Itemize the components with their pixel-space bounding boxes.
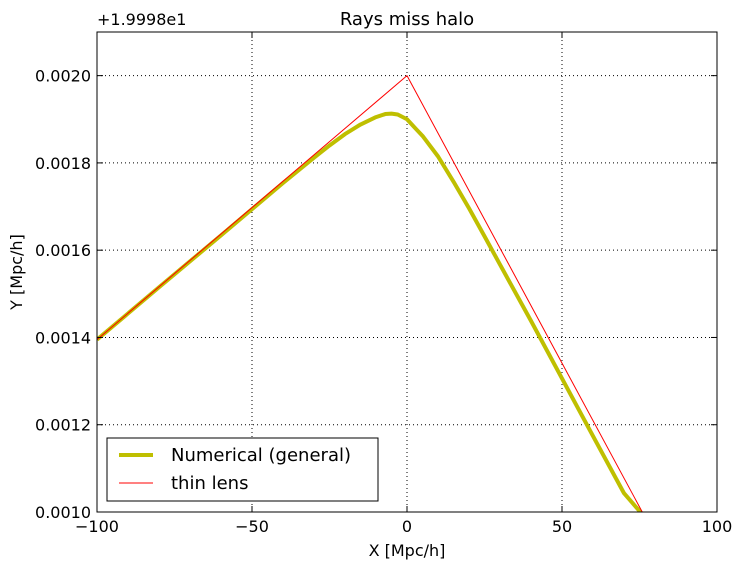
y-tick-label: 0.0010 — [35, 503, 91, 522]
series-line-thin-lens — [97, 75, 643, 512]
y-offset-label: +1.9998e1 — [97, 10, 186, 29]
x-tick-label: −50 — [235, 517, 269, 536]
x-tick-label: 0 — [402, 517, 412, 536]
legend: Numerical (general) thin lens — [106, 437, 379, 502]
y-tick-label: 0.0020 — [35, 67, 91, 86]
legend-label-numerical: Numerical (general) — [171, 445, 351, 466]
legend-box — [106, 437, 379, 502]
tick-labels: −100 −50 0 50 100 0.0010 0.0012 0.0014 0.0016 0.0… — [35, 67, 732, 536]
x-tick-label: 100 — [702, 517, 733, 536]
y-tick-label: 0.0012 — [35, 416, 91, 435]
y-tick-label: 0.0014 — [35, 328, 91, 347]
ticks — [96, 32, 718, 513]
x-tick-label: 50 — [552, 517, 572, 536]
x-axis-label: X [Mpc/h] — [369, 541, 446, 560]
y-tick-label: 0.0016 — [35, 241, 91, 260]
y-tick-label: 0.0018 — [35, 154, 91, 173]
y-axis-label: Y [Mpc/h] — [7, 234, 26, 311]
chart-title: Rays miss halo — [340, 9, 474, 30]
x-tick-label: −100 — [75, 517, 119, 536]
series-group — [97, 75, 643, 512]
series-line-numerical — [97, 111, 643, 512]
legend-label-thin-lens: thin lens — [171, 473, 248, 494]
